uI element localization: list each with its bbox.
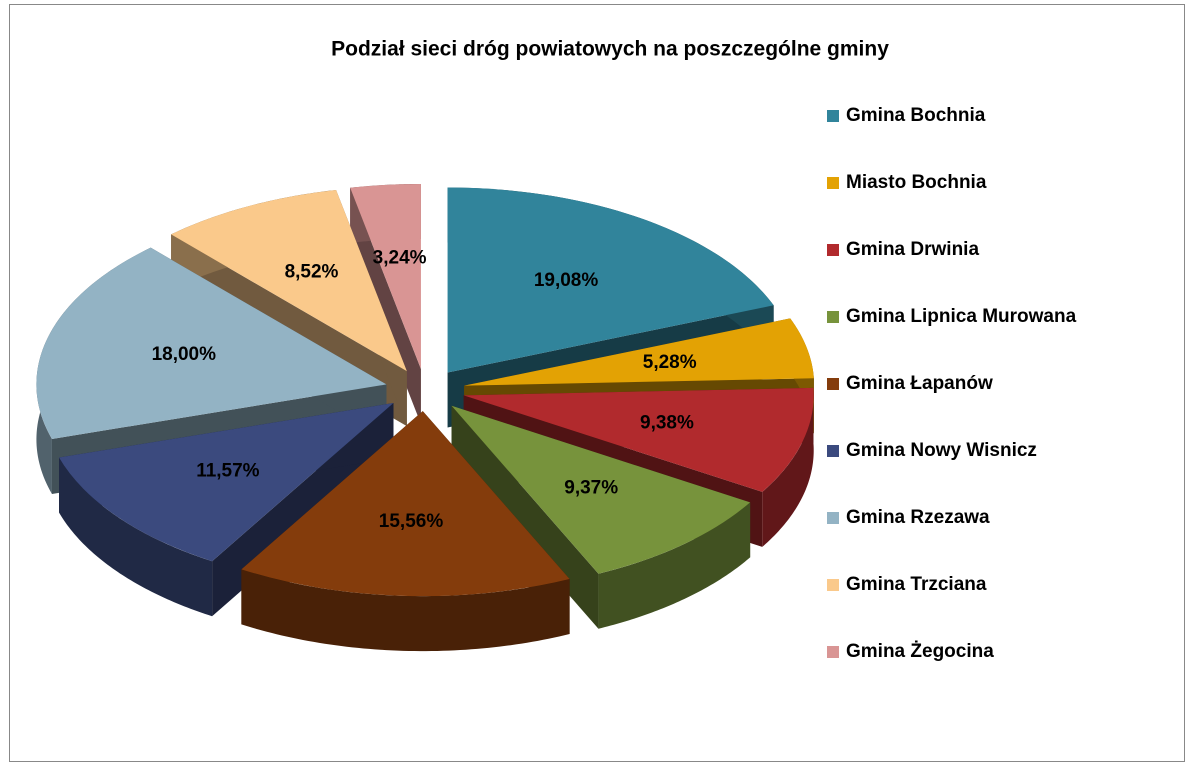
data-label: 19,08% bbox=[534, 270, 599, 291]
slice-top bbox=[59, 403, 394, 562]
slice-top bbox=[350, 183, 421, 369]
data-label: 9,37% bbox=[564, 478, 618, 499]
legend-swatch bbox=[827, 311, 839, 323]
slice-top bbox=[464, 318, 814, 386]
slice-top bbox=[451, 405, 751, 574]
legend-label: Gmina Żegocina bbox=[846, 641, 994, 662]
data-label: 5,28% bbox=[643, 352, 697, 373]
slice-top bbox=[241, 411, 570, 597]
data-label: 11,57% bbox=[196, 460, 259, 481]
legend-label: Gmina Łapanów bbox=[846, 373, 993, 394]
data-label: 3,24% bbox=[373, 248, 427, 269]
legend-swatch bbox=[827, 646, 839, 658]
legend-label: Miasto Bochnia bbox=[846, 172, 987, 193]
slice-top bbox=[463, 387, 814, 492]
data-label: 15,56% bbox=[379, 511, 444, 532]
slice-wall bbox=[762, 387, 814, 547]
legend-swatch bbox=[827, 579, 839, 591]
data-label: 18,00% bbox=[152, 344, 217, 365]
legend-label: Gmina Bochnia bbox=[846, 105, 986, 126]
data-label: 9,38% bbox=[640, 412, 694, 433]
slice-wall bbox=[59, 457, 213, 617]
legend-label: Gmina Rzezawa bbox=[846, 507, 990, 528]
slice-wall bbox=[241, 569, 570, 652]
slice-top bbox=[447, 187, 774, 373]
slice bbox=[241, 411, 570, 652]
legend-swatch bbox=[827, 244, 839, 256]
legend-swatch bbox=[827, 512, 839, 524]
legend-swatch bbox=[827, 378, 839, 390]
data-label: 8,52% bbox=[285, 261, 339, 282]
slice-wall bbox=[598, 502, 751, 629]
legend-label: Gmina Trzciana bbox=[846, 574, 987, 595]
slice-top bbox=[171, 189, 407, 372]
slice-top bbox=[36, 247, 387, 439]
legend-swatch bbox=[827, 110, 839, 122]
legend-swatch bbox=[827, 177, 839, 189]
legend-label: Gmina Lipnica Murowana bbox=[846, 306, 1077, 327]
legend-label: Gmina Drwinia bbox=[846, 239, 979, 260]
legend-label: Gmina Nowy Wisnicz bbox=[846, 440, 1037, 461]
legend-swatch bbox=[827, 445, 839, 457]
chart-title: Podział sieci dróg powiatowych na poszcz… bbox=[331, 38, 889, 61]
